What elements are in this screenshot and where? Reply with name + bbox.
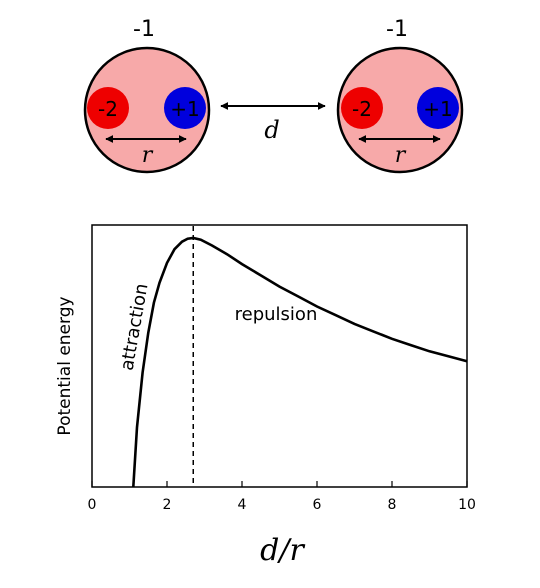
x-axis-label: d/r (260, 533, 305, 568)
negative-ion (87, 87, 129, 129)
x-tick-label: 6 (313, 497, 322, 513)
separation-label: r (142, 143, 154, 168)
x-tick-label: 4 (238, 497, 247, 513)
series-line (132, 236, 468, 488)
molecule-charge: -1 (133, 17, 155, 42)
molecule-charge: -1 (386, 17, 408, 42)
negative-ion-label: -2 (352, 97, 372, 121)
molecule-left: -1 -2 +1 r (83, 17, 211, 174)
y-axis-label: Potential energy (55, 296, 75, 435)
distance-label: d (264, 116, 279, 144)
x-tick-label: 0 (88, 497, 97, 513)
plot-frame (91, 224, 468, 488)
separation-label: r (395, 143, 407, 168)
positive-ion-label: +1 (423, 97, 452, 121)
distance-indicator: d (220, 102, 326, 144)
molecule-right: -1 -2 +1 r (336, 17, 464, 174)
x-tick-label: 2 (163, 497, 172, 513)
x-tick-label: 8 (388, 497, 397, 513)
annotation-repulsion: repulsion (235, 304, 318, 325)
x-axis-ticks: 0 2 4 6 8 10 (88, 481, 476, 513)
positive-ion (164, 87, 206, 129)
negative-ion (341, 87, 383, 129)
positive-ion-label: +1 (170, 97, 199, 121)
x-tick-label: 10 (458, 497, 476, 513)
potential-energy-chart: 0 2 4 6 8 10 attraction repulsion Potential e… (55, 224, 476, 568)
positive-ion (417, 87, 459, 129)
annotation-attraction: attraction (117, 282, 153, 372)
negative-ion-label: -2 (98, 97, 118, 121)
